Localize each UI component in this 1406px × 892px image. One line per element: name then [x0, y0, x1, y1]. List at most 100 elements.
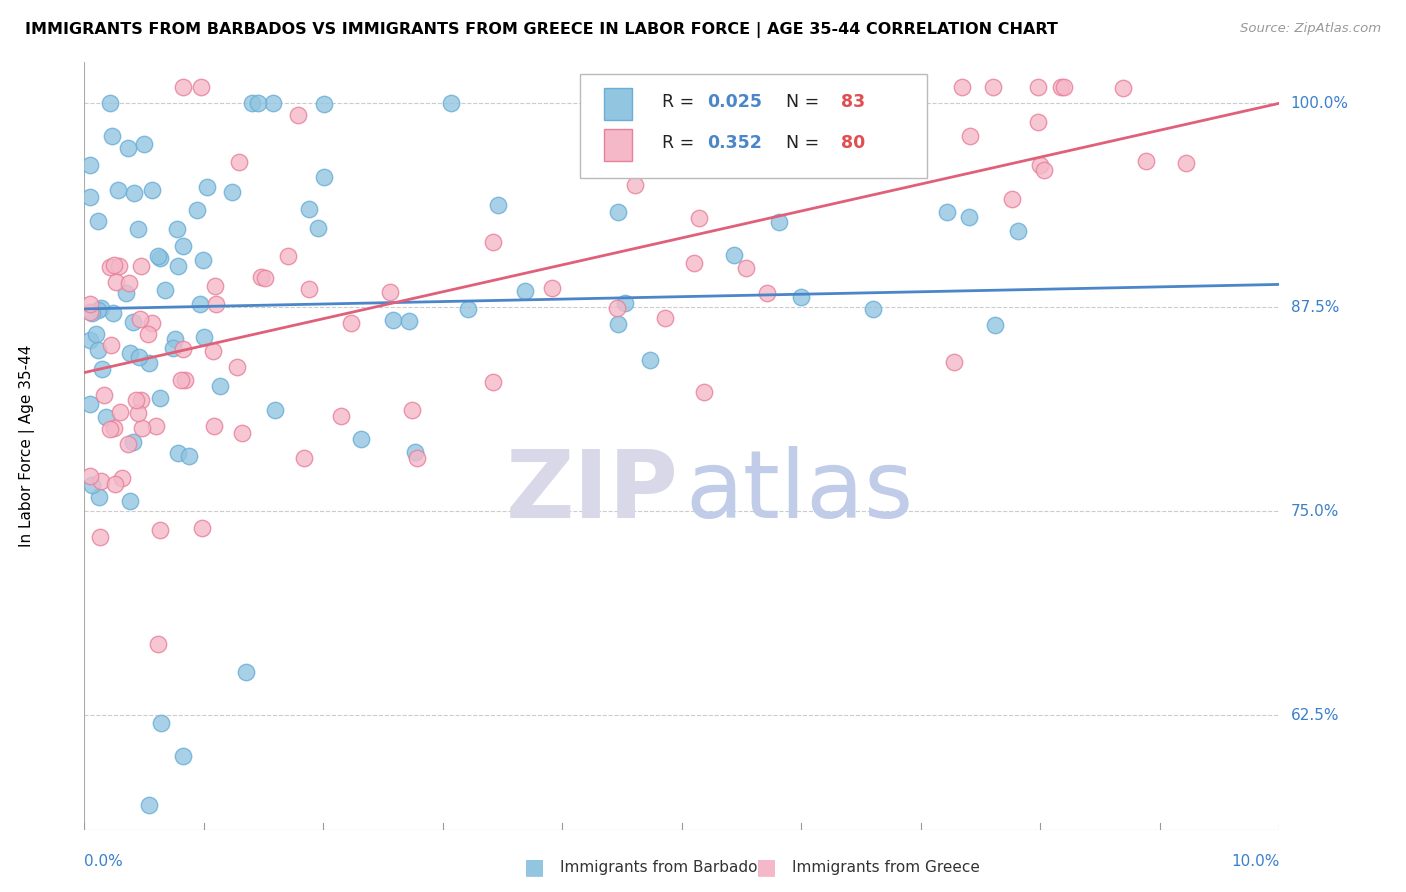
Point: [134, 136, 156, 151]
Text: Immigrants from Greece: Immigrants from Greece: [792, 860, 980, 874]
Point: [1032, 163, 1054, 178]
Point: [623, 178, 645, 192]
Text: Source: ZipAtlas.com: Source: ZipAtlas.com: [1240, 22, 1381, 36]
Point: [146, 249, 169, 263]
Point: [163, 332, 186, 346]
Point: [186, 202, 208, 217]
Point: [90, 474, 112, 488]
Point: [482, 375, 505, 389]
Point: [350, 433, 373, 447]
Point: [149, 252, 172, 266]
Point: [287, 108, 309, 122]
Point: [853, 159, 876, 173]
Point: [693, 384, 716, 399]
FancyBboxPatch shape: [605, 87, 633, 120]
Point: [128, 311, 150, 326]
Point: [122, 186, 145, 201]
Point: [440, 96, 463, 111]
Point: [86, 213, 108, 227]
Point: [702, 79, 724, 94]
Point: [942, 355, 965, 369]
Point: [1112, 80, 1135, 95]
Point: [172, 749, 194, 764]
Text: N =: N =: [775, 134, 825, 152]
Point: [104, 477, 127, 491]
Point: [82, 478, 104, 492]
Point: [101, 306, 124, 320]
Text: R =: R =: [662, 94, 699, 112]
Point: [1175, 156, 1198, 170]
Point: [312, 97, 335, 112]
Point: [683, 255, 706, 269]
Point: [607, 317, 630, 331]
Text: R =: R =: [662, 134, 699, 152]
Point: [87, 343, 110, 358]
Point: [668, 96, 690, 111]
Text: 0.025: 0.025: [707, 94, 762, 112]
Point: [129, 392, 152, 407]
Point: [89, 530, 111, 544]
Point: [131, 421, 153, 435]
Point: [118, 494, 141, 508]
Point: [103, 421, 125, 435]
Point: [141, 183, 163, 197]
Point: [155, 283, 177, 297]
Text: ■: ■: [756, 857, 776, 877]
Text: ■: ■: [524, 857, 544, 877]
Point: [193, 330, 215, 344]
Point: [856, 96, 879, 111]
Point: [654, 310, 676, 325]
Text: In Labor Force | Age 35-44: In Labor Force | Age 35-44: [20, 345, 35, 547]
Point: [378, 285, 401, 300]
Point: [204, 279, 226, 293]
Point: [79, 397, 101, 411]
Point: [983, 318, 1005, 332]
Point: [862, 301, 884, 316]
Point: [103, 258, 125, 272]
Point: [117, 141, 139, 155]
Point: [170, 373, 193, 387]
Point: [756, 285, 779, 300]
Point: [179, 450, 201, 464]
Point: [950, 79, 973, 94]
Point: [149, 716, 172, 731]
Point: [381, 313, 404, 327]
Point: [98, 96, 121, 111]
Point: [981, 79, 1004, 94]
Point: [231, 425, 253, 440]
Point: [1007, 224, 1029, 238]
Point: [118, 345, 141, 359]
Point: [723, 248, 745, 262]
Point: [87, 302, 110, 317]
Point: [262, 96, 284, 111]
Point: [688, 211, 710, 225]
Point: [100, 129, 122, 144]
Point: [188, 296, 211, 310]
Point: [482, 235, 505, 250]
Point: [246, 96, 269, 111]
Point: [79, 468, 101, 483]
Text: N =: N =: [775, 94, 825, 112]
Point: [167, 259, 190, 273]
Point: [205, 297, 228, 311]
Point: [312, 169, 335, 184]
Text: 0.352: 0.352: [707, 134, 762, 152]
Point: [141, 316, 163, 330]
Point: [1001, 192, 1024, 206]
Point: [1135, 153, 1157, 168]
Point: [80, 305, 103, 319]
Point: [235, 665, 257, 679]
Point: [148, 637, 170, 651]
Point: [100, 422, 122, 436]
Point: [98, 260, 121, 275]
Point: [128, 350, 150, 364]
Point: [107, 183, 129, 197]
Point: [136, 326, 159, 341]
Point: [124, 392, 146, 407]
Point: [768, 214, 790, 228]
Point: [1029, 158, 1052, 172]
Point: [100, 338, 122, 352]
Point: [672, 134, 695, 148]
Text: 80: 80: [841, 134, 865, 152]
Point: [79, 190, 101, 204]
